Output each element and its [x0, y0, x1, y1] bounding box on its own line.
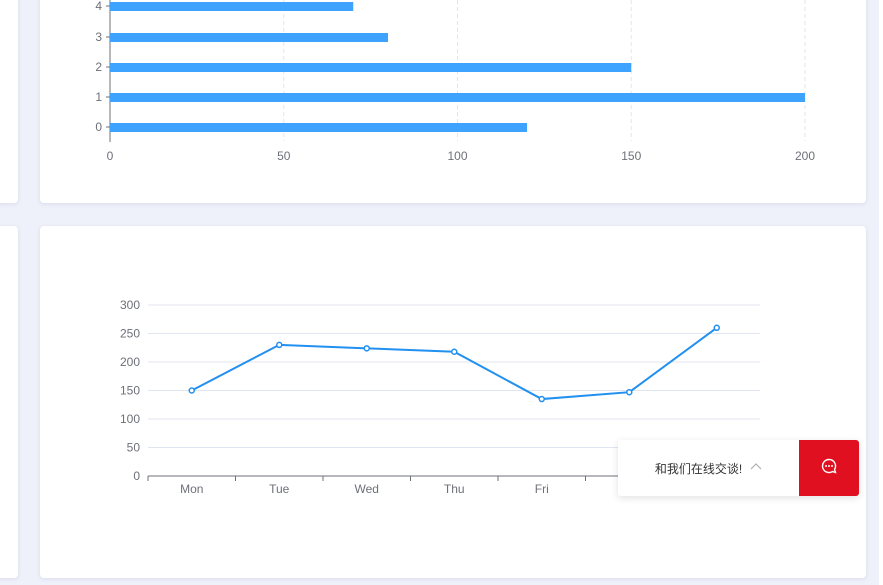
bar	[110, 33, 388, 42]
line-x-tick-label: Tue	[269, 482, 290, 496]
bar-y-tick-label: 2	[95, 60, 102, 74]
line-point	[363, 345, 370, 352]
page-edge	[879, 0, 883, 585]
chevron-up-icon	[750, 462, 762, 473]
bar-x-tick-label: 0	[107, 149, 114, 163]
line-y-tick-label: 0	[133, 469, 140, 483]
side-card-top	[0, 0, 18, 203]
bar	[110, 63, 632, 72]
chat-bubble-icon	[821, 458, 837, 479]
bar-x-tick-label: 100	[447, 149, 467, 163]
line-y-tick-label: 150	[120, 384, 140, 398]
side-card-bottom	[0, 226, 18, 578]
line-x-tick-label: Mon	[180, 482, 203, 496]
bar-x-tick-label: 150	[621, 149, 641, 163]
line-x-tick-label: Fri	[535, 482, 549, 496]
bar-x-tick-label: 200	[795, 149, 815, 163]
bar	[110, 93, 805, 102]
bar-x-tick-label: 50	[277, 149, 291, 163]
line-y-tick-label: 200	[120, 355, 140, 369]
line-point	[538, 395, 545, 403]
line-point	[188, 387, 195, 394]
line-x-tick-label: Thu	[444, 482, 465, 496]
line-series-path	[191, 326, 718, 401]
chat-label: 和我们在线交谈!	[654, 461, 743, 476]
bar-y-tick-label: 1	[95, 90, 102, 104]
line-y-tick-label: 100	[120, 412, 140, 426]
line-y-tick-label: 250	[120, 327, 140, 341]
line-point	[451, 348, 458, 355]
bar-y-tick-label: 0	[95, 120, 102, 134]
line-point	[276, 341, 283, 349]
line-chart-card	[40, 226, 866, 578]
line-point	[713, 324, 720, 332]
line-x-tick-label: Wed	[355, 482, 379, 496]
line-y-tick-label: 300	[120, 298, 140, 312]
line-y-tick-label: 50	[127, 441, 141, 455]
bar	[110, 2, 354, 11]
line-point	[626, 388, 633, 396]
bar	[110, 123, 527, 132]
chat-button[interactable]	[799, 440, 859, 496]
bar-y-tick-label: 3	[95, 30, 102, 44]
chat-widget[interactable]: 和我们在线交谈!	[618, 440, 859, 496]
bar-chart: 0 1 2 3 4 0 50 100 150 200	[95, 0, 815, 163]
bar-y-tick-label: 4	[95, 0, 102, 13]
chat-panel[interactable]: 和我们在线交谈!	[618, 440, 799, 496]
